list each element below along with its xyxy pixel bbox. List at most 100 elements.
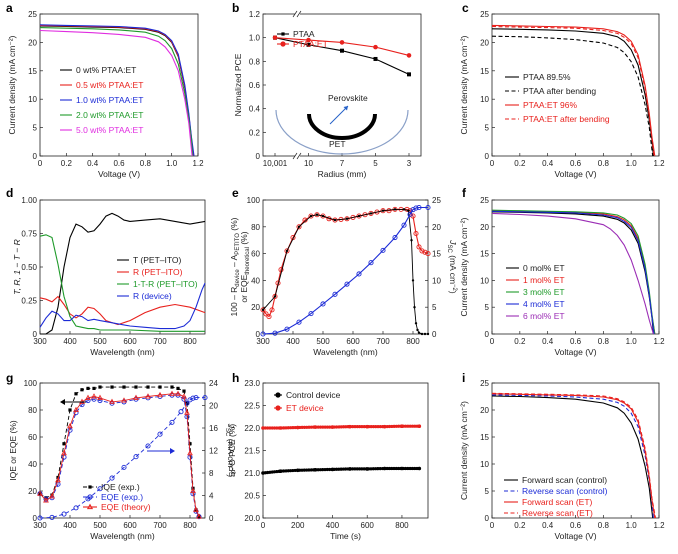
- y-tick-label: 24: [209, 379, 218, 388]
- data-point: [400, 424, 404, 429]
- data-point: [362, 212, 368, 218]
- data-point: [278, 426, 283, 430]
- axis-label-part: – A: [229, 254, 239, 269]
- y-tick-label: 12: [209, 447, 218, 456]
- data-point: [401, 222, 407, 228]
- y-tick-label: 1.0: [249, 34, 261, 43]
- data-point: [420, 332, 424, 336]
- x-tick-label: 0.2: [514, 337, 526, 346]
- y-tick-label: 25: [432, 196, 441, 205]
- series-band: [261, 466, 421, 475]
- x-tick-label: 0.6: [570, 521, 582, 530]
- legend-label: Reverse scan (control): [522, 486, 608, 496]
- y-tick-label: 1.00: [21, 196, 37, 205]
- x-tick-label: 1.2: [653, 159, 665, 168]
- x-tick-label: 700: [376, 337, 390, 346]
- data-point: [170, 385, 174, 389]
- data-point: [193, 395, 199, 401]
- axis-break-mark: [296, 10, 302, 18]
- y-tick-label: 15: [480, 433, 489, 442]
- data-point: [330, 467, 335, 472]
- data-point: [320, 301, 326, 307]
- data-point: [417, 466, 422, 471]
- data-point: [419, 248, 425, 254]
- data-point: [309, 214, 313, 218]
- x-axis-label: Wavelength (nm): [313, 347, 378, 357]
- x-axis-label: Voltage (V): [554, 531, 596, 541]
- axis-break-mask: [295, 11, 300, 17]
- y-axis-label: Current density (mA cm⁻²): [459, 401, 469, 500]
- panel-label: h: [232, 371, 239, 385]
- y-tick-label: 10: [480, 276, 489, 285]
- y-tick-label: 21.5: [244, 447, 260, 456]
- data-point: [340, 48, 344, 53]
- data-point: [182, 389, 186, 393]
- series-line: [491, 212, 654, 335]
- legend-label: 0 mol% ET: [523, 263, 565, 273]
- arrowhead: [170, 448, 175, 454]
- y-tick-label: 25: [480, 196, 489, 205]
- chart-i: 0 0.2 0.4 0.6 0.8 1.0 1.2 0 5 10 15 20 25 Voltage (V)…: [459, 379, 665, 541]
- series-line: [39, 234, 205, 332]
- series-line: [491, 25, 655, 157]
- legend-label: PTAA: [293, 29, 315, 39]
- data-point: [284, 248, 290, 254]
- data-point: [417, 424, 422, 429]
- data-point: [91, 396, 97, 402]
- data-point: [55, 476, 61, 483]
- data-point: [260, 307, 266, 313]
- data-point: [373, 44, 378, 50]
- chart-g: 300 400 500 600 700 800 0 20 40 60 80 100 0 4 8 12 16 20 2…: [8, 379, 236, 541]
- data-point: [414, 322, 418, 325]
- series-line: [39, 25, 194, 157]
- data-point: [356, 271, 362, 277]
- x-tick-label: 200: [291, 521, 305, 530]
- legend-marker: [87, 494, 93, 500]
- data-point: [296, 319, 302, 325]
- data-point: [187, 449, 193, 456]
- y-tick-label: 60: [28, 433, 37, 442]
- x-tick-label: 0.2: [514, 159, 526, 168]
- x-axis-label: Voltage (V): [554, 347, 596, 357]
- panel-label: c: [462, 1, 469, 15]
- legend-label: 1-T-R (PET–ITO): [133, 279, 198, 289]
- legend-label: 0 wt% PTAA:ET: [76, 65, 136, 75]
- data-point: [260, 331, 266, 337]
- x-axis-label: Voltage (V): [554, 169, 596, 179]
- series-line: [39, 393, 200, 517]
- y-tick-label: 10: [480, 460, 489, 469]
- axis-break-mask: [295, 153, 300, 159]
- x-tick-label: 0.8: [598, 521, 610, 530]
- y-tick-label: 0.25: [21, 297, 37, 306]
- legend-label: Reverse scan (ET): [522, 508, 593, 518]
- x-tick-label: 0.6: [570, 337, 582, 346]
- y-tick-label: 15: [480, 250, 489, 259]
- y-tick-label: 20: [480, 406, 489, 415]
- series-line: [491, 394, 654, 519]
- legend-label: T (PET–ITO): [133, 255, 182, 265]
- data-point: [37, 490, 43, 496]
- x-tick-label: 300: [33, 337, 47, 346]
- x-tick-label: 0.2: [61, 159, 73, 168]
- axes-frame: [262, 199, 429, 335]
- data-point: [146, 385, 150, 389]
- chart-d: 300 400 500 600 700 800 0 0.25 0.50 0.75 1.00 Wavel…: [12, 196, 206, 357]
- series-line: [40, 212, 206, 335]
- y-tick-label: 5: [485, 487, 490, 496]
- data-point: [80, 388, 84, 392]
- data-point: [184, 409, 190, 415]
- x-tick-label: 0.4: [542, 521, 554, 530]
- data-point: [133, 394, 139, 400]
- data-point: [43, 497, 49, 503]
- legend-label: EQE (exp.): [101, 492, 143, 502]
- y-tick-label: 0.8: [249, 57, 261, 66]
- x-tick-label: 800: [183, 521, 197, 530]
- data-point: [263, 311, 269, 317]
- data-point: [91, 393, 97, 399]
- data-point: [423, 332, 427, 336]
- panel-label: b: [232, 1, 239, 15]
- panel-label: d: [6, 186, 13, 200]
- x-tick-label: 700: [153, 337, 167, 346]
- y-tick-label: 0: [485, 514, 490, 523]
- series-line: [39, 24, 194, 157]
